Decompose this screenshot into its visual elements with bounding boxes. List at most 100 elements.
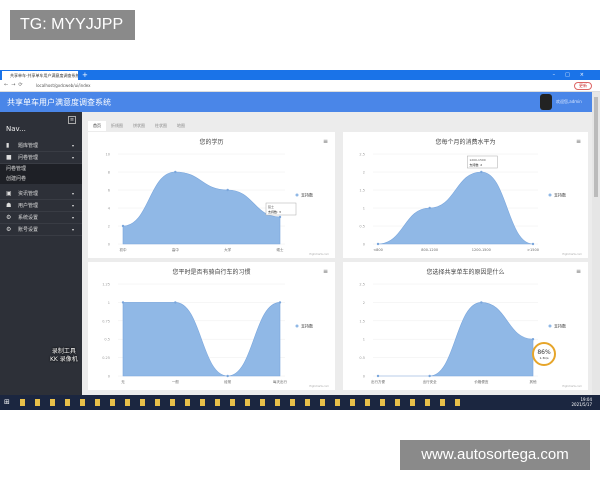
taskbar-app-icon[interactable] (395, 399, 400, 406)
taskbar-app-icon[interactable] (35, 399, 40, 406)
tab[interactable]: 地图 (177, 123, 185, 128)
x-tick-label: 硕士 (277, 247, 285, 252)
data-point[interactable] (480, 301, 483, 304)
taskbar-app-icon[interactable] (80, 399, 85, 406)
taskbar-app-icon[interactable] (320, 399, 325, 406)
legend-marker (548, 193, 552, 197)
taskbar-app-icon[interactable] (65, 399, 70, 406)
data-point[interactable] (428, 206, 431, 210)
taskbar-app-icon[interactable] (440, 399, 445, 406)
taskbar-app-icon[interactable] (290, 399, 295, 406)
data-point[interactable] (376, 374, 380, 378)
x-tick-label: <800 (373, 248, 383, 252)
legend-label[interactable]: 支持数 (301, 323, 313, 329)
browser-tab-bar: 共享单车-共享单车用户满意度调查系统 + –□× (0, 70, 600, 80)
nav-arrows-icon[interactable]: ←→⟳ (4, 82, 26, 88)
taskbar-app-icon[interactable] (410, 399, 415, 406)
taskbar-app-icon[interactable] (230, 399, 235, 406)
taskbar-app-icon[interactable] (455, 399, 460, 406)
y-tick-label: 10 (106, 153, 110, 157)
folder-icon: ■ (6, 154, 12, 161)
taskbar-app-icon[interactable] (305, 399, 310, 406)
data-point[interactable] (226, 188, 229, 192)
taskbar-app-icon[interactable] (350, 399, 355, 406)
taskbar-app-icon[interactable] (200, 399, 205, 406)
tab[interactable]: 首页 (88, 121, 106, 131)
sidebar-item[interactable]: ▣ 资讯管理 ▾ (0, 188, 82, 200)
data-point[interactable] (174, 170, 177, 174)
data-point[interactable] (428, 374, 431, 378)
menu-icon[interactable]: ≡ (323, 268, 328, 275)
sidebar-item[interactable]: ▮ 题库管理 ▾ (0, 140, 82, 152)
x-tick-label: 高中 (172, 247, 179, 252)
taskbar-app-icon[interactable] (335, 399, 340, 406)
taskbar-app-icon[interactable] (425, 399, 430, 406)
taskbar-app-icon[interactable] (185, 399, 190, 406)
sidebar-item[interactable]: ⚙ 系统设置 ▾ (0, 212, 82, 224)
taskbar-app-icon[interactable] (50, 399, 55, 406)
data-point[interactable] (531, 338, 535, 341)
data-point[interactable] (226, 374, 229, 378)
taskbar-app-icon[interactable] (170, 399, 175, 406)
tab[interactable]: 柱状图 (155, 123, 167, 128)
chart-credit[interactable]: Highcharts.com (309, 384, 329, 388)
data-point[interactable] (121, 224, 125, 228)
x-tick-label: 800-1200 (421, 248, 438, 252)
tab[interactable]: 折线图 (111, 123, 123, 128)
data-point[interactable] (531, 242, 535, 246)
y-tick-label: 8 (108, 171, 110, 175)
sidebar-item[interactable]: ■ 问卷管理 ▾ (0, 152, 82, 164)
chart-card: 0 0.25 0.5 0.75 1 1.25 无 一般 经常 每天出行 您平时是否有骑自行车的习惯支… (88, 262, 335, 390)
y-tick-label: 0.75 (102, 319, 110, 323)
legend-label[interactable]: 支持数 (554, 323, 566, 329)
taskbar-app-icon[interactable] (95, 399, 100, 406)
y-tick-label: 1 (363, 338, 365, 342)
user-menu[interactable]: 欢迎您,admin (556, 99, 582, 104)
data-point[interactable] (174, 301, 177, 304)
taskbar-app-icon[interactable] (365, 399, 370, 406)
taskbar-app-icon[interactable] (155, 399, 160, 406)
taskbar-app-icon[interactable] (380, 399, 385, 406)
sidebar-item-label: 资讯管理 (18, 191, 39, 197)
taskbar-app-icon[interactable] (215, 399, 220, 406)
data-point[interactable] (278, 301, 282, 304)
menu-icon[interactable]: ≡ (576, 138, 581, 145)
y-tick-label: 2 (363, 301, 365, 305)
data-point[interactable] (376, 242, 380, 246)
url-input[interactable]: localhost/gxdcweb/ui/index (36, 83, 91, 88)
sidebar-item[interactable]: ⚙ 账号设置 ▾ (0, 224, 82, 236)
update-button[interactable]: 更新 (574, 82, 592, 90)
chart-credit[interactable]: Highcharts.com (309, 252, 329, 256)
chart-credit[interactable]: Highcharts.com (562, 384, 582, 388)
taskbar-app-icon[interactable] (20, 399, 25, 406)
data-point[interactable] (480, 170, 483, 174)
sidebar-item[interactable]: ☗ 用户管理 ▾ (0, 200, 82, 212)
taskbar-app-icon[interactable] (110, 399, 115, 406)
chart-credit[interactable]: Highcharts.com (562, 252, 582, 256)
taskbar-app-icon[interactable] (260, 399, 265, 406)
y-tick-label: 2.5 (359, 283, 365, 287)
taskbar-app-icon[interactable] (275, 399, 280, 406)
scrollbar[interactable] (592, 92, 600, 395)
taskbar-app-icon[interactable] (125, 399, 130, 406)
sidebar-subitem[interactable]: 创建问卷 (0, 174, 82, 184)
start-icon[interactable]: ⊞ (4, 398, 10, 406)
new-tab-icon[interactable]: + (82, 71, 88, 79)
legend-label[interactable]: 支持数 (554, 192, 566, 198)
sidebar-subitem[interactable]: 问卷管理 (0, 164, 82, 174)
taskbar-app-icon[interactable] (140, 399, 145, 406)
sidebar-toggle-icon[interactable]: ≡ (68, 116, 76, 124)
data-point[interactable] (121, 301, 125, 304)
chevron-down-icon: ▾ (71, 227, 74, 232)
menu-icon[interactable]: ≡ (323, 138, 328, 145)
browser-tab[interactable]: 共享单车-共享单车用户满意度调查系统 (2, 71, 78, 80)
tab[interactable]: 饼状图 (133, 123, 145, 128)
window-controls[interactable]: –□× (552, 72, 594, 78)
data-point[interactable] (278, 215, 282, 219)
menu-icon[interactable]: ≡ (576, 268, 581, 275)
taskbar-app-icon[interactable] (245, 399, 250, 406)
avatar[interactable] (540, 94, 552, 110)
y-tick-label: 4 (108, 207, 111, 211)
x-tick-label: 初中 (120, 247, 127, 252)
legend-label[interactable]: 支持数 (301, 192, 313, 198)
